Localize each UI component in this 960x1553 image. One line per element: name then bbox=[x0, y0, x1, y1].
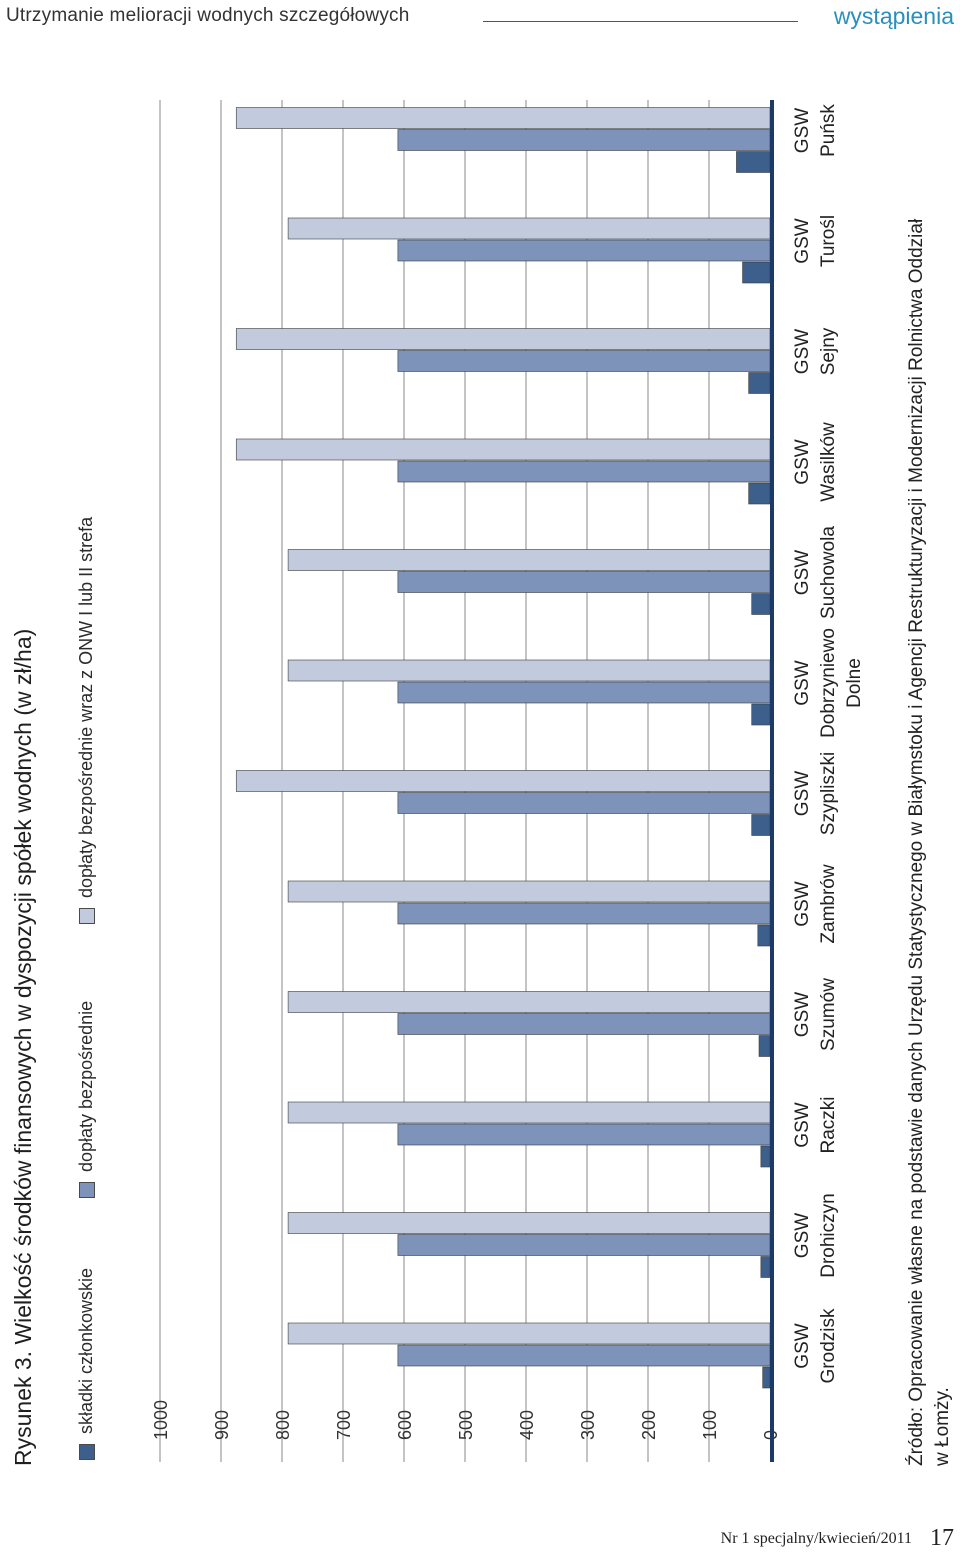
bar bbox=[758, 1035, 771, 1057]
legend-swatch-doplaty bbox=[79, 1182, 95, 1198]
bar bbox=[751, 703, 771, 726]
bar bbox=[287, 1322, 771, 1345]
bar bbox=[397, 681, 771, 704]
header-rule bbox=[483, 21, 798, 22]
bar bbox=[235, 770, 771, 792]
legend-swatch-skladki bbox=[79, 1444, 95, 1460]
category-label: Wasilków bbox=[818, 422, 839, 502]
bar bbox=[397, 902, 771, 925]
bar bbox=[397, 350, 771, 372]
category-label: GSW bbox=[792, 660, 813, 705]
category-label: Puńsk bbox=[818, 104, 839, 157]
page-number: 17 bbox=[930, 1525, 954, 1551]
bar bbox=[751, 814, 771, 836]
bar bbox=[235, 107, 771, 129]
running-title: Utrzymanie melioracji wodnych szczegółow… bbox=[6, 5, 410, 26]
tick-label: 300 bbox=[578, 1410, 598, 1440]
category-label: Szumów bbox=[818, 978, 839, 1051]
bar bbox=[762, 1366, 771, 1389]
category-label: Dolne bbox=[844, 658, 865, 708]
tick-label: 800 bbox=[273, 1410, 293, 1440]
bar bbox=[757, 924, 771, 947]
bar bbox=[397, 1013, 771, 1035]
category-label: GSW bbox=[792, 992, 813, 1037]
category-label: GSW bbox=[792, 881, 813, 926]
bar bbox=[397, 571, 771, 593]
category-label: GSW bbox=[792, 1213, 813, 1258]
category-label: Szypliszki bbox=[818, 752, 839, 835]
section-name: wystąpienia bbox=[833, 3, 954, 29]
category-label: GSW bbox=[792, 329, 813, 374]
bar bbox=[760, 1256, 771, 1278]
tick-label: 100 bbox=[700, 1410, 720, 1440]
bar bbox=[397, 1123, 771, 1146]
category-label: GSW bbox=[792, 771, 813, 816]
source-note-line2: w Łomży. bbox=[932, 1387, 953, 1466]
category-label: Drohiczyn bbox=[818, 1193, 839, 1277]
bar bbox=[287, 549, 771, 571]
category-label: Dobrzyniewo bbox=[818, 628, 839, 738]
bar bbox=[397, 1234, 771, 1256]
category-label: GSW bbox=[792, 218, 813, 263]
tick-label: 900 bbox=[212, 1410, 232, 1440]
category-label: GSW bbox=[792, 1323, 813, 1368]
category-label: GSW bbox=[792, 439, 813, 484]
tick-label: 600 bbox=[395, 1410, 415, 1440]
bar bbox=[235, 328, 771, 350]
page-header: Utrzymanie melioracji wodnych szczegółow… bbox=[0, 0, 960, 34]
category-label: Turośl bbox=[818, 215, 839, 267]
issue-label: Nr 1 specjalny/kwiecień/2011 bbox=[720, 1530, 912, 1547]
legend-swatch-doplaty-onw bbox=[79, 908, 95, 924]
category-label: Suchowola bbox=[818, 526, 839, 619]
bar bbox=[287, 880, 771, 903]
bar bbox=[287, 1212, 771, 1234]
bar bbox=[742, 261, 771, 284]
tick-label: 200 bbox=[639, 1410, 659, 1440]
category-label: Sejny bbox=[818, 327, 839, 375]
bar bbox=[736, 151, 771, 173]
category-label: GSW bbox=[792, 550, 813, 595]
bar bbox=[748, 372, 771, 394]
bar bbox=[397, 129, 771, 151]
bar bbox=[287, 991, 771, 1013]
tick-label: 400 bbox=[517, 1410, 537, 1440]
bar bbox=[235, 438, 771, 461]
bar bbox=[751, 593, 771, 615]
bar bbox=[397, 1344, 771, 1367]
tick-label: 700 bbox=[334, 1410, 354, 1440]
category-label: Grodzisk bbox=[818, 1308, 839, 1383]
tick-label: 1000 bbox=[151, 1400, 171, 1440]
category-label: GSW bbox=[792, 1102, 813, 1147]
source-note-line1: Źródło: Opracowanie własne na podstawie … bbox=[906, 218, 927, 1466]
bar bbox=[287, 659, 771, 682]
bar bbox=[397, 460, 771, 483]
category-label: Raczki bbox=[818, 1096, 839, 1153]
bar bbox=[748, 482, 771, 505]
bar bbox=[760, 1145, 771, 1168]
bar bbox=[397, 239, 771, 262]
category-label: Zambrów bbox=[818, 864, 839, 943]
bar bbox=[287, 217, 771, 240]
category-label: GSW bbox=[792, 108, 813, 153]
bar bbox=[397, 792, 771, 814]
tick-label: 500 bbox=[456, 1410, 476, 1440]
bar bbox=[287, 1101, 771, 1124]
